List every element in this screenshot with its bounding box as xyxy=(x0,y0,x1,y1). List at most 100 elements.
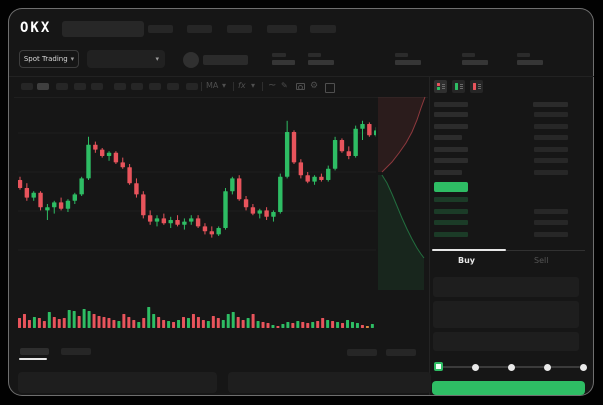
timeframe-button[interactable] xyxy=(186,83,198,90)
candle-body xyxy=(284,132,290,177)
stat-label xyxy=(517,53,530,57)
order-price-input[interactable] xyxy=(433,277,579,297)
buy-submit-button[interactable] xyxy=(432,381,585,395)
candle-body xyxy=(38,192,43,208)
spot-trading-dropdown[interactable]: Spot Trading ▾ xyxy=(19,50,79,68)
indicators-button[interactable]: fx xyxy=(238,81,246,90)
volume-bar xyxy=(231,312,235,328)
volume-bar xyxy=(336,322,340,328)
candle-body xyxy=(346,151,351,156)
bid-amount xyxy=(534,220,568,225)
volume-bar xyxy=(132,320,136,328)
candlestick-chart[interactable] xyxy=(18,100,376,290)
slider-stop-dot[interactable] xyxy=(508,364,515,371)
candle-body xyxy=(189,218,194,222)
chart-style-button[interactable]: ~ xyxy=(268,80,277,91)
timeframe-button[interactable] xyxy=(131,83,143,90)
volume-bar xyxy=(360,325,364,328)
volume-bar xyxy=(177,320,181,328)
candle-body xyxy=(147,215,153,222)
chevron-down-icon[interactable]: ▾ xyxy=(251,81,256,90)
volume-bar xyxy=(77,316,81,328)
chart-footer-pill[interactable] xyxy=(386,349,416,356)
volume-bar xyxy=(112,320,116,328)
order-total-input[interactable] xyxy=(433,332,579,351)
market-depth-chart[interactable] xyxy=(376,95,428,290)
timeframe-button[interactable] xyxy=(56,83,68,90)
pair-select[interactable]: ▾ xyxy=(87,50,165,68)
nav-item[interactable] xyxy=(310,25,336,33)
volume-bar xyxy=(346,320,350,328)
slider-handle[interactable] xyxy=(434,362,443,371)
nav-item[interactable] xyxy=(187,25,212,33)
chevron-down-icon[interactable]: ▾ xyxy=(222,81,227,90)
volume-bar xyxy=(276,326,280,328)
timeframe-button[interactable] xyxy=(37,83,49,90)
bid-price xyxy=(434,231,468,237)
timeframe-button[interactable] xyxy=(114,83,126,90)
screenshot-camera-icon[interactable] xyxy=(296,83,305,90)
tab-buy[interactable]: Buy xyxy=(458,256,476,265)
timeframe-button[interactable] xyxy=(91,83,103,90)
volume-bar xyxy=(365,326,369,328)
candle-body xyxy=(353,128,358,156)
slider-stop-dot[interactable] xyxy=(544,364,551,371)
volume-bar xyxy=(236,317,240,328)
volume-bar xyxy=(281,324,285,328)
slider-stop-dot[interactable] xyxy=(472,364,479,371)
order-amount-input[interactable] xyxy=(433,301,579,328)
search-input[interactable] xyxy=(62,21,144,37)
ask-price xyxy=(434,135,462,141)
okx-logo[interactable]: OKX xyxy=(20,20,52,36)
timeframe-button[interactable] xyxy=(74,83,86,90)
candle-body xyxy=(52,202,57,208)
candle-body xyxy=(154,218,160,222)
chart-footer-pill[interactable] xyxy=(347,349,377,356)
candle-body xyxy=(250,207,256,214)
toolbar-separator xyxy=(233,82,234,91)
volume-bar xyxy=(97,316,101,328)
candle-body xyxy=(264,210,269,217)
bottom-tab-active[interactable] xyxy=(20,348,49,355)
draw-pencil-icon[interactable]: ✎ xyxy=(281,81,288,90)
bid-price xyxy=(434,220,468,225)
ma-overlay-button[interactable]: MA xyxy=(206,81,219,90)
depth-asks-area xyxy=(378,97,425,172)
settings-gear-icon[interactable]: ⚙ xyxy=(310,81,319,91)
orderbook-view-combined[interactable] xyxy=(434,80,447,93)
candle-body xyxy=(319,176,324,180)
nav-item[interactable] xyxy=(267,25,297,33)
volume-bar xyxy=(137,322,141,328)
candle-body xyxy=(291,132,297,163)
nav-item[interactable] xyxy=(227,25,252,33)
volume-bar xyxy=(52,317,56,328)
bottom-tab[interactable] xyxy=(61,348,91,355)
timeframe-button[interactable] xyxy=(167,83,179,90)
ask-price xyxy=(434,123,468,129)
volume-bar xyxy=(201,320,205,328)
candle-body xyxy=(18,180,23,188)
volume-bar xyxy=(321,318,325,328)
fullscreen-expand-icon[interactable] xyxy=(325,83,335,93)
volume-bar xyxy=(331,321,335,328)
ticker-stat xyxy=(308,53,334,65)
volume-bar xyxy=(42,321,46,328)
orderbook-last-price[interactable] xyxy=(434,182,468,192)
timeframe-button[interactable] xyxy=(21,83,33,90)
ask-amount xyxy=(534,146,568,152)
nav-item[interactable] xyxy=(148,25,173,33)
volume-bar xyxy=(18,318,21,328)
candle-body xyxy=(58,202,64,209)
orderbook-view-asks-only[interactable] xyxy=(470,80,483,93)
volume-bar xyxy=(206,321,210,328)
volume-bar xyxy=(147,307,151,328)
volume-bar xyxy=(211,316,215,328)
orderbook-view-bids-only[interactable] xyxy=(452,80,465,93)
candle-body xyxy=(31,192,36,198)
slider-stop-dot[interactable] xyxy=(580,364,587,371)
timeframe-button[interactable] xyxy=(149,83,161,90)
ticker-stat xyxy=(517,53,543,65)
ask-price xyxy=(434,170,462,175)
tab-sell[interactable]: Sell xyxy=(534,256,549,265)
